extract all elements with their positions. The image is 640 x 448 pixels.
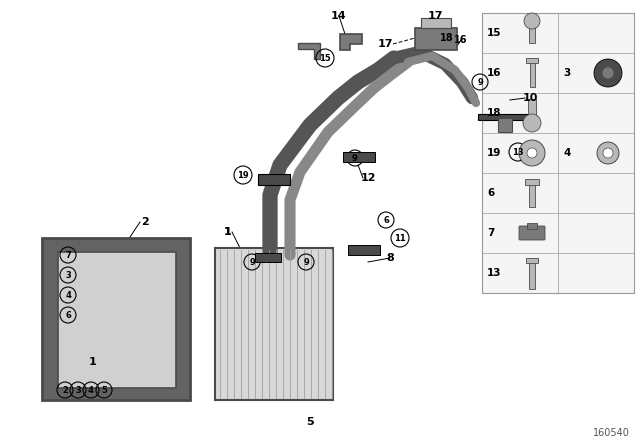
Text: 16: 16: [454, 35, 468, 45]
Circle shape: [527, 148, 537, 158]
Text: 6: 6: [65, 310, 71, 319]
Bar: [258, 174, 290, 185]
Text: 3: 3: [65, 271, 71, 280]
Text: 4: 4: [563, 148, 570, 158]
Text: 14: 14: [331, 11, 347, 21]
Text: 160540: 160540: [593, 428, 630, 438]
Circle shape: [603, 148, 613, 158]
FancyBboxPatch shape: [519, 226, 545, 240]
Text: 18: 18: [440, 33, 454, 43]
Bar: [343, 152, 375, 162]
Text: 15: 15: [319, 53, 331, 63]
Text: 1: 1: [224, 227, 232, 237]
Bar: [529, 183, 535, 207]
Bar: [526, 58, 538, 63]
Text: 9: 9: [303, 258, 309, 267]
Bar: [498, 118, 512, 132]
Circle shape: [524, 13, 540, 29]
Text: 15: 15: [487, 28, 502, 38]
Bar: [415, 28, 457, 50]
Bar: [58, 252, 176, 388]
Text: 16: 16: [487, 68, 502, 78]
Text: 7: 7: [487, 228, 494, 238]
Text: 8: 8: [386, 253, 394, 263]
Bar: [529, 23, 535, 43]
Text: 13: 13: [512, 147, 524, 156]
Text: 10: 10: [522, 93, 538, 103]
Circle shape: [597, 142, 619, 164]
Text: 11: 11: [394, 233, 406, 242]
Text: 12: 12: [360, 173, 376, 183]
Bar: [525, 179, 539, 185]
Text: 17: 17: [377, 39, 393, 49]
Bar: [482, 13, 634, 293]
Text: 19: 19: [487, 148, 501, 158]
Circle shape: [594, 59, 622, 87]
Text: 9: 9: [352, 154, 358, 163]
Bar: [215, 248, 333, 400]
Bar: [348, 245, 380, 255]
Text: 7: 7: [65, 250, 71, 259]
Text: 9: 9: [477, 78, 483, 86]
Text: 18: 18: [487, 108, 502, 118]
Text: 9: 9: [249, 258, 255, 267]
Text: 13: 13: [487, 268, 502, 278]
Text: 3: 3: [563, 68, 570, 78]
Text: 6: 6: [487, 188, 494, 198]
Text: 2: 2: [141, 217, 149, 227]
Text: 6: 6: [383, 215, 389, 224]
Text: 1: 1: [224, 227, 232, 237]
Polygon shape: [298, 43, 320, 59]
Text: 17: 17: [428, 11, 443, 21]
Polygon shape: [340, 34, 362, 50]
Text: 2: 2: [62, 385, 68, 395]
Bar: [529, 261, 535, 289]
Circle shape: [519, 140, 545, 166]
Circle shape: [602, 67, 614, 79]
Text: 5: 5: [306, 417, 314, 427]
Text: 1: 1: [89, 357, 97, 367]
Bar: [421, 18, 451, 28]
Bar: [478, 114, 528, 120]
Bar: [528, 99, 536, 119]
Text: 3: 3: [75, 385, 81, 395]
Bar: [527, 223, 537, 229]
Bar: [255, 253, 281, 262]
Text: 5: 5: [101, 385, 107, 395]
Text: 4: 4: [88, 385, 94, 395]
Bar: [529, 61, 534, 87]
Text: 4: 4: [65, 290, 71, 300]
Polygon shape: [42, 238, 190, 400]
Text: 19: 19: [237, 171, 249, 180]
Circle shape: [523, 114, 541, 132]
Bar: [526, 258, 538, 263]
